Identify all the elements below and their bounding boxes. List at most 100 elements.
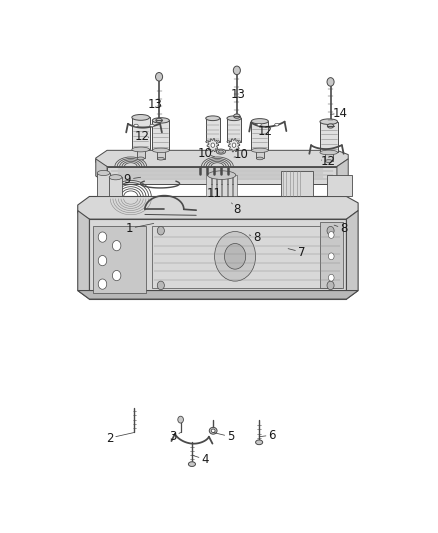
Ellipse shape bbox=[157, 157, 164, 160]
Circle shape bbox=[327, 281, 334, 289]
FancyBboxPatch shape bbox=[217, 175, 221, 197]
FancyBboxPatch shape bbox=[228, 175, 232, 197]
Polygon shape bbox=[107, 166, 337, 184]
FancyBboxPatch shape bbox=[93, 227, 146, 293]
FancyBboxPatch shape bbox=[132, 117, 149, 149]
FancyBboxPatch shape bbox=[152, 120, 170, 150]
Ellipse shape bbox=[137, 157, 144, 160]
Ellipse shape bbox=[132, 115, 149, 120]
FancyBboxPatch shape bbox=[206, 175, 211, 197]
Text: 8: 8 bbox=[253, 231, 261, 244]
FancyBboxPatch shape bbox=[320, 122, 338, 152]
Circle shape bbox=[327, 78, 334, 86]
FancyBboxPatch shape bbox=[320, 222, 343, 288]
FancyBboxPatch shape bbox=[152, 227, 341, 288]
Text: 13: 13 bbox=[148, 98, 163, 111]
Ellipse shape bbox=[256, 157, 263, 160]
Circle shape bbox=[225, 244, 246, 269]
FancyBboxPatch shape bbox=[327, 175, 352, 197]
Ellipse shape bbox=[208, 171, 236, 180]
Text: 12: 12 bbox=[135, 130, 150, 143]
Text: 8: 8 bbox=[340, 222, 348, 235]
Text: 10: 10 bbox=[234, 148, 249, 161]
Polygon shape bbox=[337, 159, 348, 184]
Text: 1: 1 bbox=[125, 222, 133, 235]
Circle shape bbox=[215, 231, 256, 281]
Text: 12: 12 bbox=[257, 125, 272, 138]
FancyBboxPatch shape bbox=[256, 150, 264, 158]
Circle shape bbox=[232, 143, 236, 148]
Ellipse shape bbox=[227, 116, 241, 120]
Text: 10: 10 bbox=[198, 147, 212, 160]
Text: 14: 14 bbox=[333, 107, 348, 119]
Text: 7: 7 bbox=[298, 246, 305, 259]
Text: 6: 6 bbox=[268, 429, 276, 441]
Ellipse shape bbox=[320, 119, 338, 124]
Ellipse shape bbox=[132, 147, 149, 152]
Ellipse shape bbox=[257, 123, 261, 126]
Polygon shape bbox=[78, 290, 358, 299]
FancyBboxPatch shape bbox=[233, 175, 237, 197]
Text: 5: 5 bbox=[227, 430, 234, 443]
FancyBboxPatch shape bbox=[137, 149, 145, 158]
Circle shape bbox=[98, 255, 107, 266]
Polygon shape bbox=[96, 159, 107, 184]
Circle shape bbox=[233, 66, 240, 75]
Ellipse shape bbox=[152, 148, 170, 152]
Ellipse shape bbox=[150, 124, 154, 127]
FancyBboxPatch shape bbox=[206, 118, 220, 142]
Text: 3: 3 bbox=[170, 430, 177, 443]
Text: 9: 9 bbox=[124, 173, 131, 186]
FancyBboxPatch shape bbox=[212, 175, 216, 197]
FancyBboxPatch shape bbox=[227, 118, 241, 142]
Ellipse shape bbox=[109, 175, 122, 180]
Circle shape bbox=[328, 253, 334, 260]
FancyBboxPatch shape bbox=[223, 175, 226, 197]
FancyBboxPatch shape bbox=[209, 142, 217, 149]
Circle shape bbox=[328, 231, 334, 238]
Polygon shape bbox=[78, 197, 358, 219]
Ellipse shape bbox=[206, 140, 220, 143]
Polygon shape bbox=[207, 139, 219, 152]
Text: 13: 13 bbox=[230, 88, 245, 101]
Text: 8: 8 bbox=[233, 203, 240, 216]
FancyBboxPatch shape bbox=[325, 152, 333, 161]
Polygon shape bbox=[346, 211, 358, 299]
Ellipse shape bbox=[325, 160, 332, 163]
Ellipse shape bbox=[152, 118, 170, 123]
Circle shape bbox=[211, 143, 215, 148]
Text: 11: 11 bbox=[206, 188, 221, 200]
Ellipse shape bbox=[216, 149, 226, 154]
Text: 4: 4 bbox=[201, 453, 209, 466]
Circle shape bbox=[113, 240, 121, 251]
Ellipse shape bbox=[227, 140, 241, 143]
Ellipse shape bbox=[256, 440, 263, 445]
Circle shape bbox=[98, 279, 107, 289]
Circle shape bbox=[178, 416, 184, 423]
Ellipse shape bbox=[275, 123, 279, 126]
Ellipse shape bbox=[188, 462, 195, 466]
Text: 2: 2 bbox=[106, 432, 113, 445]
Polygon shape bbox=[96, 150, 348, 166]
Ellipse shape bbox=[251, 119, 268, 124]
Ellipse shape bbox=[211, 429, 215, 432]
Circle shape bbox=[98, 232, 107, 242]
Circle shape bbox=[113, 270, 121, 281]
Ellipse shape bbox=[134, 124, 138, 127]
Ellipse shape bbox=[219, 150, 223, 153]
Ellipse shape bbox=[233, 114, 240, 118]
Ellipse shape bbox=[251, 148, 268, 152]
Circle shape bbox=[157, 227, 164, 235]
Circle shape bbox=[328, 274, 334, 281]
FancyBboxPatch shape bbox=[251, 121, 268, 150]
FancyBboxPatch shape bbox=[281, 171, 313, 197]
Polygon shape bbox=[228, 139, 240, 152]
FancyBboxPatch shape bbox=[109, 177, 122, 197]
Ellipse shape bbox=[327, 124, 334, 128]
Polygon shape bbox=[78, 211, 89, 299]
Polygon shape bbox=[89, 219, 346, 299]
Circle shape bbox=[327, 227, 334, 235]
Ellipse shape bbox=[206, 116, 220, 120]
FancyBboxPatch shape bbox=[157, 150, 165, 159]
Ellipse shape bbox=[209, 427, 217, 434]
